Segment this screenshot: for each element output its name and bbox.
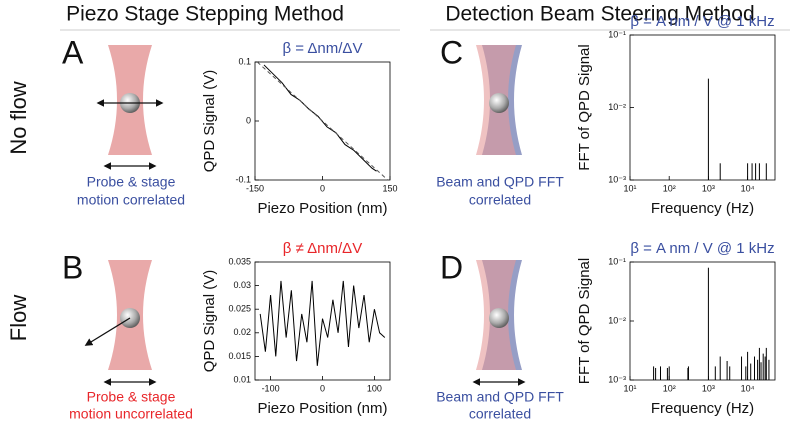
caption: Beam and QPD FFT [436, 389, 564, 405]
caption: correlated [469, 406, 531, 422]
y-tick-label: 0.1 [238, 56, 251, 66]
x-tick-label: 10¹ [623, 383, 636, 393]
x-tick-label: 10⁴ [741, 183, 755, 193]
illustration [84, 260, 157, 386]
panel-letter: B [62, 249, 83, 285]
x-tick-label: 100 [367, 383, 382, 393]
y-tick-label: 0.015 [228, 351, 251, 361]
x-tick-label: 150 [382, 183, 397, 193]
data-line [263, 64, 377, 172]
data-line [259, 280, 386, 366]
row-label: Flow [6, 295, 31, 342]
plot-frame [629, 261, 776, 381]
x-tick-label: 0 [320, 383, 325, 393]
x-tick-label: -100 [262, 383, 280, 393]
chart-title: β ≠ Δnm/ΔV [283, 240, 362, 257]
y-tick-label: 10⁻² [608, 315, 626, 325]
y-tick-label: 0.03 [233, 280, 251, 290]
x-axis-label: Piezo Position (nm) [257, 400, 387, 417]
y-axis-label: QPD Signal (V) [201, 70, 218, 173]
y-tick-label: 0.035 [228, 256, 251, 266]
y-tick-label: 10⁻³ [608, 174, 626, 184]
column-title: Detection Beam Steering Method [445, 3, 754, 26]
y-tick-label: -0.1 [235, 174, 251, 184]
y-tick-label: 0 [246, 115, 251, 125]
caption: Probe & stage [87, 389, 176, 405]
row-label: No flow [6, 81, 31, 154]
caption: motion correlated [77, 192, 185, 208]
y-tick-label: 10⁻² [608, 102, 626, 112]
panel-letter: D [440, 249, 463, 285]
x-axis-label: Frequency (Hz) [651, 400, 754, 417]
y-axis-label: QPD Signal (V) [201, 270, 218, 373]
chart-title: β = A nm / V @ 1 kHz [630, 13, 774, 30]
illustration [476, 45, 522, 155]
x-tick-label: 10³ [702, 383, 715, 393]
x-tick-label: 0 [320, 183, 325, 193]
chart-title: β = Δnm/ΔV [283, 40, 363, 57]
y-tick-label: 0.01 [233, 374, 251, 384]
illustration [96, 45, 164, 170]
column-title: Piezo Stage Stepping Method [66, 3, 344, 26]
x-tick-label: 10¹ [623, 183, 636, 193]
y-tick-label: 0.02 [233, 327, 251, 337]
plot-frame [629, 34, 776, 181]
x-tick-label: 10² [663, 183, 676, 193]
x-tick-label: 10³ [702, 183, 715, 193]
y-axis-label: FFT of QPD Signal [576, 44, 593, 170]
y-tick-label: 0.025 [228, 304, 251, 314]
x-tick-label: 10⁴ [741, 383, 755, 393]
chart-title: β = A nm / V @ 1 kHz [630, 240, 774, 257]
y-tick-label: 10⁻¹ [608, 29, 626, 39]
data-line [256, 61, 389, 181]
caption: correlated [469, 192, 531, 208]
y-axis-label: FFT of QPD Signal [576, 258, 593, 384]
x-axis-label: Frequency (Hz) [651, 200, 754, 217]
caption: Beam and QPD FFT [436, 174, 564, 190]
x-tick-label: -150 [246, 183, 264, 193]
caption: Probe & stage [87, 174, 176, 190]
x-tick-label: 10² [663, 383, 676, 393]
y-tick-label: 10⁻¹ [608, 256, 626, 266]
y-tick-label: 10⁻³ [608, 374, 626, 384]
panel-letter: A [62, 34, 84, 70]
x-axis-label: Piezo Position (nm) [257, 200, 387, 217]
panel-letter: C [440, 34, 463, 70]
caption: motion uncorrelated [69, 406, 193, 422]
illustration [472, 260, 526, 386]
